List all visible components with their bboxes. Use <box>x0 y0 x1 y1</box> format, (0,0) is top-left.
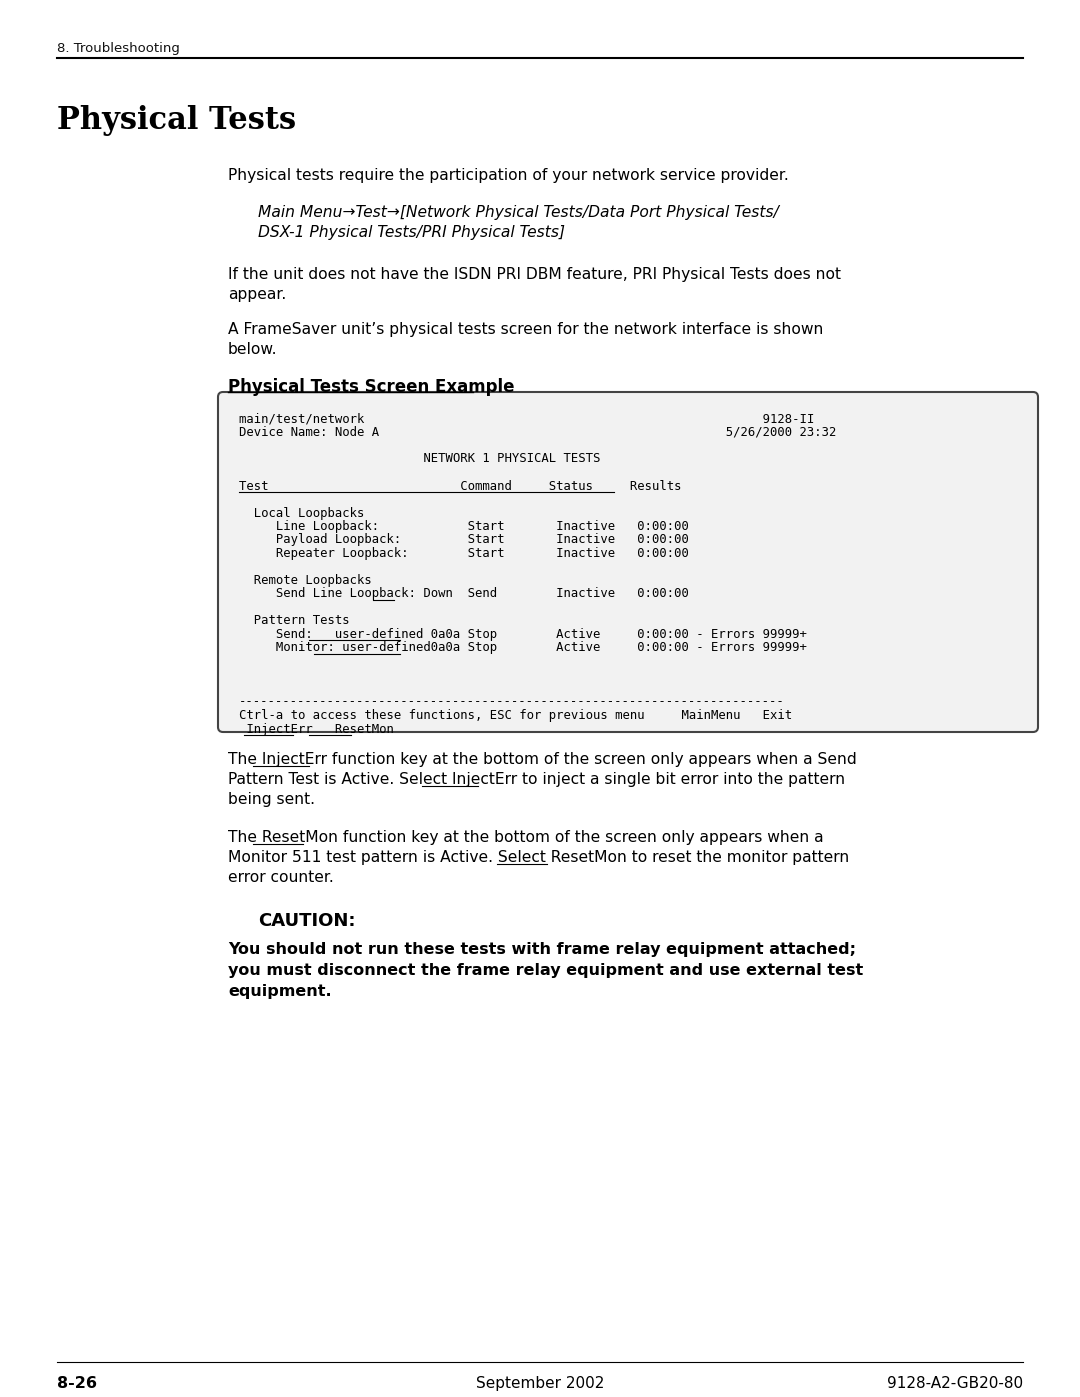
Text: Test                          Command     Status     Results: Test Command Status Results <box>239 479 681 493</box>
Text: Remote Loopbacks: Remote Loopbacks <box>239 574 372 587</box>
Text: 8-26: 8-26 <box>57 1376 97 1391</box>
Text: September 2002: September 2002 <box>476 1376 604 1391</box>
Text: Monitor 511 test pattern is Active. Select ResetMon to reset the monitor pattern: Monitor 511 test pattern is Active. Sele… <box>228 849 849 865</box>
Text: main/test/network                                                      9128-II: main/test/network 9128-II <box>239 412 814 425</box>
Text: You should not run these tests with frame relay equipment attached;: You should not run these tests with fram… <box>228 942 856 957</box>
Text: below.: below. <box>228 342 278 358</box>
Text: 9128-A2-GB20-80: 9128-A2-GB20-80 <box>887 1376 1023 1391</box>
Text: Send:   user-defined 0a0a Stop        Active     0:00:00 - Errors 99999+: Send: user-defined 0a0a Stop Active 0:00… <box>239 629 807 641</box>
Text: Device Name: Node A                                               5/26/2000 23:3: Device Name: Node A 5/26/2000 23:3 <box>239 426 836 439</box>
Text: InjectErr   ResetMon: InjectErr ResetMon <box>239 722 394 735</box>
Text: equipment.: equipment. <box>228 983 332 999</box>
Text: If the unit does not have the ISDN PRI DBM feature, PRI Physical Tests does not: If the unit does not have the ISDN PRI D… <box>228 267 841 282</box>
Text: 8. Troubleshooting: 8. Troubleshooting <box>57 42 180 54</box>
Text: Physical tests require the participation of your network service provider.: Physical tests require the participation… <box>228 168 788 183</box>
Text: error counter.: error counter. <box>228 870 334 886</box>
Text: Repeater Loopback:        Start       Inactive   0:00:00: Repeater Loopback: Start Inactive 0:00:0… <box>239 548 689 560</box>
Text: Main Menu→Test→[Network Physical Tests/Data Port Physical Tests/: Main Menu→Test→[Network Physical Tests/D… <box>258 205 779 219</box>
Text: DSX-1 Physical Tests/PRI Physical Tests]: DSX-1 Physical Tests/PRI Physical Tests] <box>258 225 565 240</box>
Text: NETWORK 1 PHYSICAL TESTS: NETWORK 1 PHYSICAL TESTS <box>239 453 600 465</box>
Text: Payload Loopback:         Start       Inactive   0:00:00: Payload Loopback: Start Inactive 0:00:00 <box>239 534 689 546</box>
FancyBboxPatch shape <box>218 393 1038 732</box>
Text: Pattern Test is Active. Select InjectErr to inject a single bit error into the p: Pattern Test is Active. Select InjectErr… <box>228 773 846 787</box>
Text: --------------------------------------------------------------------------: ----------------------------------------… <box>239 696 785 708</box>
Text: Line Loopback:            Start       Inactive   0:00:00: Line Loopback: Start Inactive 0:00:00 <box>239 520 689 534</box>
Text: Local Loopbacks: Local Loopbacks <box>239 507 364 520</box>
Text: CAUTION:: CAUTION: <box>258 912 355 930</box>
Text: being sent.: being sent. <box>228 792 315 807</box>
Text: Physical Tests: Physical Tests <box>57 105 296 136</box>
Text: Monitor: user-defined0a0a Stop        Active     0:00:00 - Errors 99999+: Monitor: user-defined0a0a Stop Active 0:… <box>239 641 807 655</box>
Text: you must disconnect the frame relay equipment and use external test: you must disconnect the frame relay equi… <box>228 963 863 978</box>
Text: The InjectErr function key at the bottom of the screen only appears when a Send: The InjectErr function key at the bottom… <box>228 752 856 767</box>
Text: Send Line Loopback: Down  Send        Inactive   0:00:00: Send Line Loopback: Down Send Inactive 0… <box>239 588 689 601</box>
Text: A FrameSaver unit’s physical tests screen for the network interface is shown: A FrameSaver unit’s physical tests scree… <box>228 321 823 337</box>
Text: The ResetMon function key at the bottom of the screen only appears when a: The ResetMon function key at the bottom … <box>228 830 824 845</box>
Text: appear.: appear. <box>228 286 286 302</box>
Text: Ctrl-a to access these functions, ESC for previous menu     MainMenu   Exit: Ctrl-a to access these functions, ESC fo… <box>239 710 792 722</box>
Text: Pattern Tests: Pattern Tests <box>239 615 350 627</box>
Text: Physical Tests Screen Example: Physical Tests Screen Example <box>228 379 514 395</box>
